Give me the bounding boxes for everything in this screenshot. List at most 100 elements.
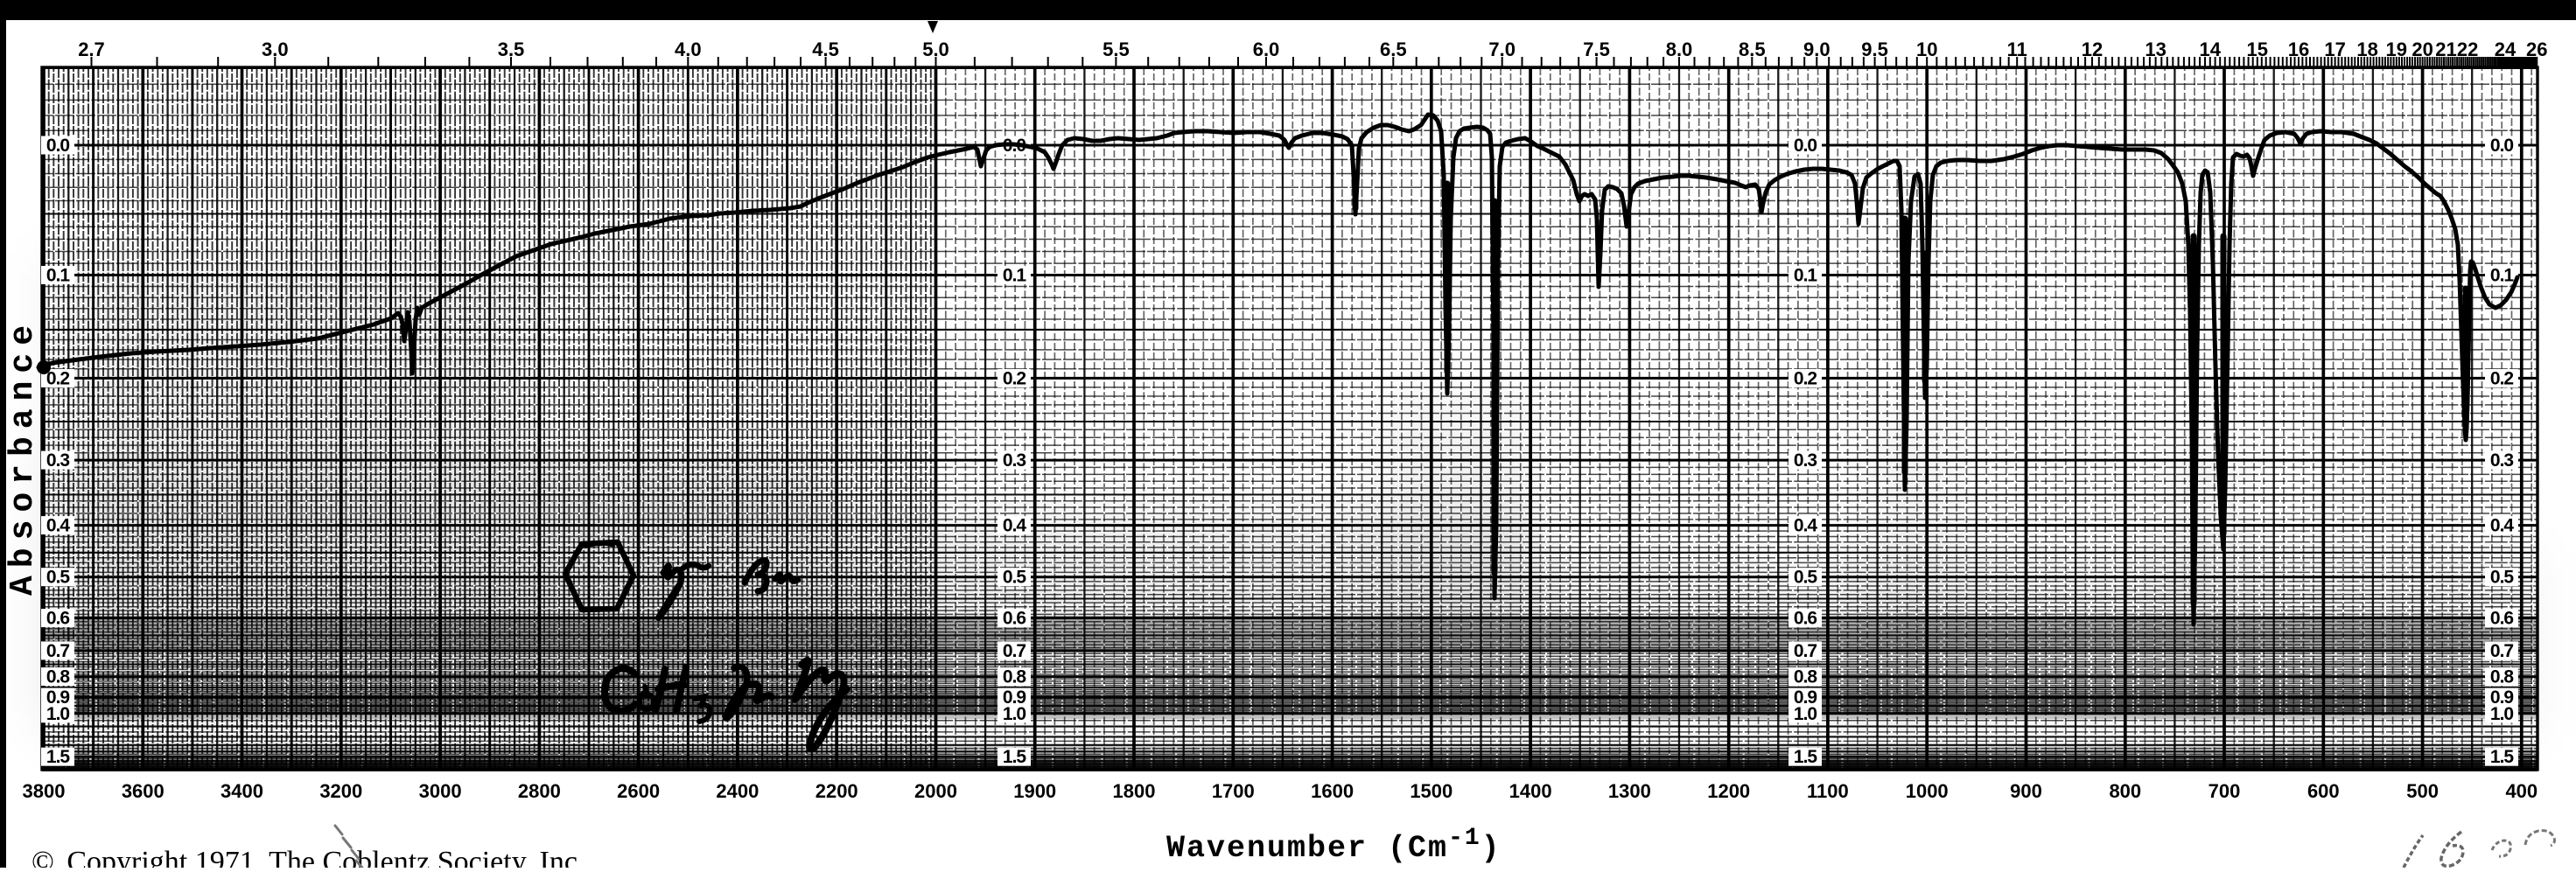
svg-text:15: 15 xyxy=(2247,38,2268,60)
svg-text:6.5: 6.5 xyxy=(1380,38,1407,60)
svg-text:14: 14 xyxy=(2200,38,2222,60)
svg-text:0.0: 0.0 xyxy=(46,136,70,156)
svg-text:0.1: 0.1 xyxy=(2490,266,2515,286)
svg-text:1700: 1700 xyxy=(1212,780,1255,802)
svg-text:17: 17 xyxy=(2324,38,2345,60)
svg-text:1200: 1200 xyxy=(1707,780,1750,802)
svg-text:3.5: 3.5 xyxy=(498,38,525,60)
svg-text:1.5: 1.5 xyxy=(1794,747,1818,767)
svg-text:400: 400 xyxy=(2505,780,2538,802)
svg-text:0.5: 0.5 xyxy=(2490,568,2515,588)
svg-text:1.0: 1.0 xyxy=(2490,704,2514,724)
svg-text:1.0: 1.0 xyxy=(1794,704,1817,724)
svg-text:26: 26 xyxy=(2526,38,2547,60)
svg-text:0.7: 0.7 xyxy=(46,641,70,661)
svg-text:5.0: 5.0 xyxy=(922,38,949,60)
svg-text:11: 11 xyxy=(2007,38,2027,60)
svg-text:1000: 1000 xyxy=(1906,780,1949,802)
svg-text:500: 500 xyxy=(2406,780,2439,802)
svg-text:1.5: 1.5 xyxy=(1003,747,1027,767)
svg-text:1500: 1500 xyxy=(1410,780,1452,802)
svg-text:1900: 1900 xyxy=(1013,780,1056,802)
svg-text:1.0: 1.0 xyxy=(46,704,70,724)
svg-text:0.2: 0.2 xyxy=(2490,368,2514,388)
svg-text:0.1: 0.1 xyxy=(46,266,71,286)
svg-text:22: 22 xyxy=(2457,38,2478,60)
svg-text:3000: 3000 xyxy=(419,780,462,802)
svg-text:0.9: 0.9 xyxy=(2490,687,2514,708)
svg-text:0.9: 0.9 xyxy=(1003,687,1026,708)
svg-text:0.4: 0.4 xyxy=(1003,516,1027,536)
svg-text:0.8: 0.8 xyxy=(46,667,71,687)
svg-text:Absorbance: Absorbance xyxy=(4,317,42,596)
svg-text:1400: 1400 xyxy=(1509,780,1552,802)
svg-text:9.5: 9.5 xyxy=(1861,38,1888,60)
svg-text:10: 10 xyxy=(1916,38,1937,60)
svg-text:0.7: 0.7 xyxy=(1794,641,1817,661)
svg-text:1300: 1300 xyxy=(1608,780,1651,802)
svg-text:0.1: 0.1 xyxy=(1794,266,1818,286)
svg-text:12: 12 xyxy=(2082,38,2103,60)
svg-text:1.5: 1.5 xyxy=(46,747,71,767)
svg-text:2400: 2400 xyxy=(716,780,759,802)
svg-text:0.8: 0.8 xyxy=(1794,667,1818,687)
svg-text:0.5: 0.5 xyxy=(46,568,71,588)
svg-text:0.2: 0.2 xyxy=(46,368,70,388)
svg-text:700: 700 xyxy=(2208,780,2241,802)
svg-text:8.5: 8.5 xyxy=(1739,38,1766,60)
svg-text:0.3: 0.3 xyxy=(46,450,70,471)
svg-text:3200: 3200 xyxy=(319,780,362,802)
svg-text:2800: 2800 xyxy=(518,780,561,802)
svg-text:0.2: 0.2 xyxy=(1003,368,1026,388)
svg-text:0.6: 0.6 xyxy=(2490,609,2514,629)
svg-text:0.7: 0.7 xyxy=(1003,641,1026,661)
svg-text:0.3: 0.3 xyxy=(2490,450,2514,471)
svg-text:900: 900 xyxy=(2010,780,2042,802)
svg-text:0.6: 0.6 xyxy=(46,609,70,629)
svg-text:1100: 1100 xyxy=(1807,780,1849,802)
svg-text:3600: 3600 xyxy=(122,780,164,802)
svg-text:© Copyright 1971, The Coblentz: © Copyright 1971, The Coblentz Society, … xyxy=(32,846,584,868)
svg-text:0.4: 0.4 xyxy=(2490,516,2515,536)
svg-text:1.5: 1.5 xyxy=(2490,747,2515,767)
svg-text:0.5: 0.5 xyxy=(1003,568,1027,588)
svg-text:0.8: 0.8 xyxy=(2490,667,2515,687)
svg-text:1600: 1600 xyxy=(1311,780,1354,802)
svg-text:2.7: 2.7 xyxy=(78,38,105,60)
svg-text:21: 21 xyxy=(2435,38,2456,60)
svg-text:9.0: 9.0 xyxy=(1803,38,1830,60)
svg-text:0.8: 0.8 xyxy=(1003,667,1027,687)
svg-text:600: 600 xyxy=(2307,780,2340,802)
svg-text:4.0: 4.0 xyxy=(675,38,702,60)
svg-text:7.5: 7.5 xyxy=(1583,38,1610,60)
svg-text:0.7: 0.7 xyxy=(2490,641,2514,661)
svg-text:0.3: 0.3 xyxy=(1794,450,1817,471)
svg-text:4.5: 4.5 xyxy=(812,38,839,60)
svg-text:2200: 2200 xyxy=(816,780,858,802)
svg-text:0.1: 0.1 xyxy=(1003,266,1027,286)
svg-text:0.4: 0.4 xyxy=(46,516,71,536)
svg-text:13: 13 xyxy=(2145,38,2166,60)
svg-text:5.5: 5.5 xyxy=(1102,38,1130,60)
svg-text:0.9: 0.9 xyxy=(1794,687,1817,708)
svg-text:0.0: 0.0 xyxy=(2490,136,2514,156)
svg-text:0.9: 0.9 xyxy=(46,687,70,708)
svg-text:0.5: 0.5 xyxy=(1794,568,1818,588)
svg-text:2000: 2000 xyxy=(914,780,957,802)
svg-text:7.0: 7.0 xyxy=(1488,38,1516,60)
svg-text:0.6: 0.6 xyxy=(1794,609,1817,629)
svg-text:6.0: 6.0 xyxy=(1253,38,1280,60)
svg-text:1.0: 1.0 xyxy=(1003,704,1026,724)
svg-text:800: 800 xyxy=(2109,780,2141,802)
svg-text:0.3: 0.3 xyxy=(1003,450,1026,471)
svg-text:3800: 3800 xyxy=(23,780,66,802)
svg-text:19: 19 xyxy=(2386,38,2407,60)
svg-text:0.0: 0.0 xyxy=(1794,136,1817,156)
svg-text:0.6: 0.6 xyxy=(1003,609,1026,629)
svg-text:Wavenumber (Cm-1): Wavenumber (Cm-1) xyxy=(1166,825,1502,866)
svg-text:20: 20 xyxy=(2412,38,2432,60)
svg-text:24: 24 xyxy=(2495,38,2516,60)
svg-text:2600: 2600 xyxy=(617,780,660,802)
svg-text:8.0: 8.0 xyxy=(1666,38,1693,60)
svg-text:16: 16 xyxy=(2288,38,2309,60)
